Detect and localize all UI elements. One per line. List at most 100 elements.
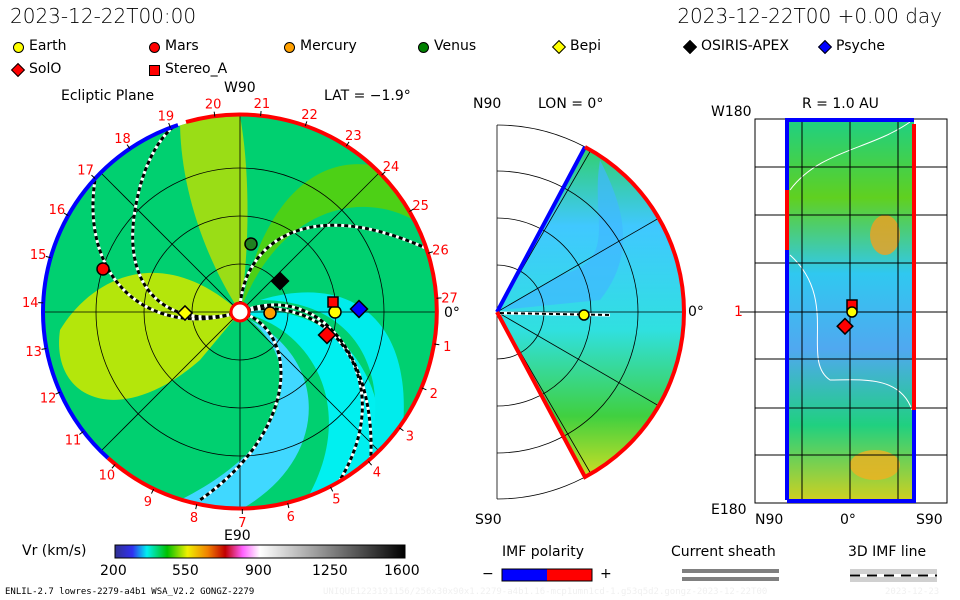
day-label: 15 xyxy=(30,248,47,263)
solo-marker xyxy=(317,325,337,345)
day-tick xyxy=(151,488,155,494)
legend-label-venus: Venus xyxy=(434,38,477,54)
radial-title: R = 1.0 AU xyxy=(802,96,879,112)
venus-legend-circle-icon xyxy=(418,42,429,53)
day-label: 13 xyxy=(25,345,42,360)
day-label: 3 xyxy=(406,429,414,444)
day-tick xyxy=(434,343,440,346)
day-label: 5 xyxy=(332,493,340,508)
day-tick xyxy=(421,387,427,391)
run-date: 2023-12-23 xyxy=(885,587,940,597)
mercury-marker xyxy=(263,306,277,320)
imf-line-swatch xyxy=(850,569,937,582)
day-label: 4 xyxy=(373,465,381,480)
day-label: 20 xyxy=(205,98,222,113)
day-label: 26 xyxy=(432,243,449,258)
radial-0deg-label: 0° xyxy=(840,512,856,528)
imf-negative-swatch xyxy=(502,569,547,581)
n90-label: N90 xyxy=(473,96,502,112)
current-sheath-swatch xyxy=(682,569,779,581)
day-label: 18 xyxy=(114,132,131,147)
day-label: 25 xyxy=(412,199,429,214)
day-label: 6 xyxy=(287,510,295,525)
earth-marker-meridional xyxy=(578,309,590,321)
ecliptic-0deg-label: 0° xyxy=(444,305,460,321)
imf-polarity-title: IMF polarity xyxy=(502,544,585,560)
s90-label: S90 xyxy=(475,512,502,528)
day-label: 24 xyxy=(383,160,400,175)
earth-marker-radial xyxy=(846,306,858,318)
sun-marker xyxy=(229,301,251,323)
colorbar-tick: 1250 xyxy=(312,563,348,579)
day-label: 21 xyxy=(254,97,271,112)
psyche-marker xyxy=(349,299,369,319)
earth-marker xyxy=(328,305,342,319)
lat-label: LAT = −1.9° xyxy=(324,88,411,104)
day-tick xyxy=(111,464,116,469)
day-tick xyxy=(41,347,47,350)
day-tick xyxy=(79,431,84,435)
meridional-0deg-label: 0° xyxy=(688,304,704,320)
osiris-apex-marker xyxy=(270,271,290,291)
mars-marker xyxy=(96,262,110,276)
imf-minus-label: − xyxy=(482,566,494,582)
day-tick xyxy=(368,461,373,466)
day-tick xyxy=(126,144,131,149)
colorbar-label: Vr (km/s) xyxy=(22,543,87,559)
day-tick xyxy=(409,208,414,212)
w180-label: W180 xyxy=(711,104,752,120)
w90-label: W90 xyxy=(224,80,256,96)
day-label: 9 xyxy=(144,495,152,510)
day-tick xyxy=(63,212,69,216)
colorbar-tick: 200 xyxy=(100,563,127,579)
legend-label-stereo-a: Stereo_A xyxy=(165,61,228,77)
day-tick xyxy=(330,486,334,492)
legend-label-bepi: Bepi xyxy=(570,38,601,54)
colorbar-tick: 550 xyxy=(172,563,199,579)
day-tick xyxy=(287,503,290,509)
meridional-plot xyxy=(495,124,686,500)
day-tick xyxy=(55,391,61,395)
timestamp-left: 2023-12-22T00:00 xyxy=(10,4,197,28)
e180-label: E180 xyxy=(711,502,747,518)
legend-label-osiris-apex: OSIRIS-APEX xyxy=(701,38,789,54)
day-tick xyxy=(345,141,350,147)
day-tick xyxy=(427,251,433,254)
day-tick xyxy=(195,504,198,510)
velocity-colorbar xyxy=(114,544,406,559)
legend-label-mars: Mars xyxy=(165,38,199,54)
day-tick xyxy=(399,427,404,432)
colorbar-tick: 900 xyxy=(245,563,272,579)
legend-label-earth: Earth xyxy=(29,38,67,54)
day-label: 27 xyxy=(441,291,458,306)
day-label: 2 xyxy=(430,387,438,402)
day-label: 23 xyxy=(345,129,362,144)
model-info: ENLIL-2.7 lowres-2279-a4b1 WSA_V2.2 GONG… xyxy=(5,587,255,597)
legend-label-mercury: Mercury xyxy=(300,38,357,54)
day-label: 11 xyxy=(65,433,82,448)
day-tick xyxy=(91,174,96,179)
timestamp-right: 2023-12-22T00 +0.00 day xyxy=(677,4,942,28)
earth-legend-circle-icon xyxy=(13,42,24,53)
day-label: 19 xyxy=(158,110,175,125)
lon-label: LON = 0° xyxy=(538,96,604,112)
stereo-a-legend-square-icon xyxy=(149,65,160,76)
radial-1-label: 1 xyxy=(734,304,743,320)
day-label: 7 xyxy=(238,516,246,531)
day-label: 1 xyxy=(443,340,451,355)
radial-s90-label: S90 xyxy=(916,512,943,528)
radial-map-plot xyxy=(740,118,948,504)
day-tick xyxy=(168,122,171,128)
day-tick xyxy=(213,111,216,117)
e90-label: E90 xyxy=(224,528,251,544)
bepi-marker xyxy=(176,304,194,322)
stereo-a-marker xyxy=(327,296,339,308)
day-tick xyxy=(304,121,308,127)
day-tick xyxy=(381,171,386,176)
radial-n90-label: N90 xyxy=(755,512,784,528)
day-label: 17 xyxy=(77,164,94,179)
imf-plus-label: + xyxy=(600,566,612,582)
solo-marker-radial xyxy=(836,317,854,336)
